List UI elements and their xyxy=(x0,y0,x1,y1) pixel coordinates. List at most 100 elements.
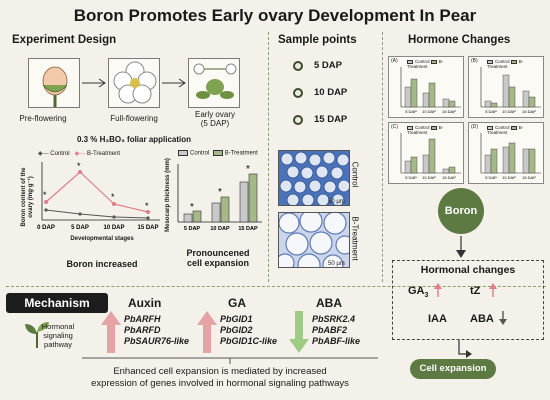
scale-bar-label: 50 μm xyxy=(328,261,345,267)
separator-right xyxy=(382,32,383,282)
gene-label: PbABF2 xyxy=(312,325,348,335)
micrograph-treatment xyxy=(278,212,350,268)
boron-caption: Boron increased xyxy=(66,259,138,269)
mechanism-label: Mechanism xyxy=(6,293,108,313)
svg-text:5 DAP: 5 DAP xyxy=(184,226,201,232)
scale-bar-label: 50 μm xyxy=(328,199,345,205)
svg-text:15 DAP: 15 DAP xyxy=(442,175,456,180)
pathway-label: Hormonal signaling pathway xyxy=(41,322,75,349)
svg-text:*: * xyxy=(77,161,81,171)
hormone-panel-c: (C) Control B-Treatment 5 DAP 10 DAP 15 DA… xyxy=(388,122,464,184)
svg-text:*: * xyxy=(111,192,115,202)
hormone-heading: Hormone Changes xyxy=(408,34,511,46)
mesocarp-legend: Control B-Treatment xyxy=(178,150,258,157)
stage-label: Full-flowering xyxy=(110,114,158,123)
sample-heading: Sample points xyxy=(278,34,357,46)
stage-earlyovary-image xyxy=(188,58,240,108)
boron-node: Boron xyxy=(438,188,484,234)
arrow-up-icon xyxy=(197,311,217,353)
gene-label: PbABF-like xyxy=(312,336,361,346)
svg-text:*: * xyxy=(246,164,250,175)
svg-text:5 DAP: 5 DAP xyxy=(485,175,497,180)
arrow-up-icon xyxy=(489,283,497,297)
gene-label: PbARFH xyxy=(124,314,161,324)
arrow-icon xyxy=(82,78,106,88)
application-label: 0.3 % H₃BO₃ foliar application xyxy=(76,135,192,144)
arrow-down-icon xyxy=(456,236,466,258)
hormone-panel-d: (D) Control B-Treatment 5 DAP 10 DAP 15 DA… xyxy=(468,122,544,184)
svg-text:15 DAP: 15 DAP xyxy=(137,225,158,231)
svg-text:5 DAP: 5 DAP xyxy=(485,109,497,114)
arrow-icon xyxy=(162,78,186,88)
hormonal-changes-label: Hormonal changes xyxy=(420,264,516,276)
flower-icon xyxy=(113,61,157,104)
hormone-panel-b: (B) Control B-Treatment 5 DAP 10 DAP 15 DA… xyxy=(468,56,544,118)
svg-text:15 DAP: 15 DAP xyxy=(522,109,536,114)
mesocarp-caption: Pronouncened cell expansion xyxy=(186,248,250,268)
micrograph-label-treatment: B-Treatment xyxy=(350,216,360,261)
svg-text:*: * xyxy=(43,190,47,200)
seedling-icon xyxy=(25,322,49,348)
gene-label: PbSAUR76-like xyxy=(124,336,190,346)
arrow-up-icon xyxy=(434,283,442,297)
arrow-up-icon xyxy=(101,311,121,353)
svg-text:10 DAP: 10 DAP xyxy=(103,225,124,231)
bracket-line xyxy=(82,357,378,364)
separator-bottom xyxy=(6,286,546,287)
svg-text:*: * xyxy=(145,201,149,211)
arrow-down-icon xyxy=(289,311,309,353)
stage-fullflowering-image xyxy=(108,58,160,108)
svg-text:5 DAP: 5 DAP xyxy=(71,225,89,231)
sample-point-label: 15 DAP xyxy=(314,114,348,125)
aba-label: ABA xyxy=(470,313,494,325)
svg-text:10 DAP: 10 DAP xyxy=(422,109,436,114)
sample-point-label: 5 DAP xyxy=(314,60,342,71)
aba-heading: ABA xyxy=(316,296,342,310)
mesocarp-bar-chart: * * * 5 DAP 10 DAP 15 DAP xyxy=(177,164,262,232)
gene-label: PbGID1 xyxy=(220,314,253,324)
hormonal-changes-box xyxy=(392,260,544,340)
boron-legend: ◆— Control ◆— B-Treatment xyxy=(38,151,121,157)
gene-label: PbGID2 xyxy=(220,325,253,335)
stage-preflowering-image xyxy=(28,58,80,108)
boron-line-chart: * * * * 0 DAP 5 DAP 10 DAP 15 DAP xyxy=(37,161,160,231)
mesocarp-ylabel: Mesocarp thickness (mm) xyxy=(165,158,171,232)
svg-text:*: * xyxy=(190,202,194,213)
svg-text:*: * xyxy=(218,187,222,198)
svg-text:10 DAP: 10 DAP xyxy=(210,226,230,232)
svg-text:10 DAP: 10 DAP xyxy=(422,175,436,180)
gene-label: PbARFD xyxy=(124,325,161,335)
svg-text:15 DAP: 15 DAP xyxy=(522,175,536,180)
cell-tissue-image xyxy=(279,151,349,205)
cell-expansion-node: Cell expansion xyxy=(410,359,496,379)
hormone-panel-a: (A) Control B-Treatment 5 DAP 10 DAP 15 DA… xyxy=(388,56,464,118)
sample-point-bullet xyxy=(293,115,303,125)
bud-icon xyxy=(42,66,68,107)
svg-text:10 DAP: 10 DAP xyxy=(502,175,516,180)
tz-label: tZ xyxy=(470,285,481,297)
ga-heading: GA xyxy=(228,296,246,310)
micrograph-label-control: Control xyxy=(350,161,360,188)
svg-text:15 DAP: 15 DAP xyxy=(238,226,258,232)
auxin-heading: Auxin xyxy=(128,296,162,310)
page-title: Boron Promotes Early ovary Development I… xyxy=(73,6,477,25)
cell-tissue-image xyxy=(279,213,349,267)
gene-label: PbGID1C-like xyxy=(220,336,278,346)
svg-text:15 DAP: 15 DAP xyxy=(442,109,456,114)
experiment-heading: Experiment Design xyxy=(12,34,117,46)
sample-point-bullet xyxy=(293,88,303,98)
iaa-label: IAA xyxy=(428,313,447,325)
svg-text:0 DAP: 0 DAP xyxy=(37,225,55,231)
sample-point-label: 10 DAP xyxy=(314,87,348,98)
separator-left xyxy=(268,32,269,282)
ovary-icon xyxy=(193,63,237,99)
arrow-down-icon xyxy=(499,311,507,325)
ga3-label: GA3 xyxy=(408,285,429,300)
svg-text:10 DAP: 10 DAP xyxy=(502,109,516,114)
micrograph-control xyxy=(278,150,350,206)
boron-xlabel: Developmental stages xyxy=(70,236,134,242)
stage-label: Early ovary (5 DAP) xyxy=(194,110,235,128)
sample-point-bullet xyxy=(293,61,303,71)
svg-text:5 DAP: 5 DAP xyxy=(405,175,417,180)
gene-label: PbSRK2.4 xyxy=(312,314,356,324)
